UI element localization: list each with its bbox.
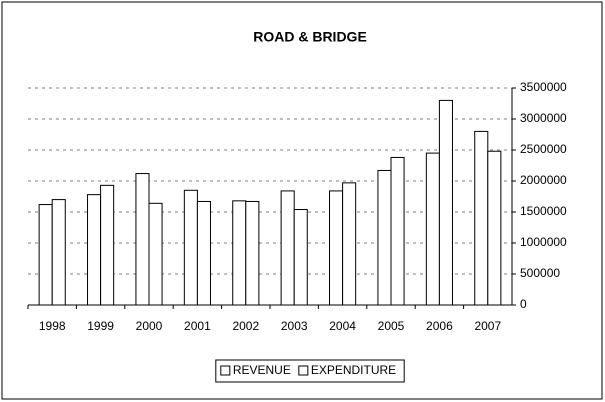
bar [342,182,357,306]
bar [100,184,115,306]
bar [51,199,66,306]
bar [183,189,198,306]
legend-swatch [298,365,309,376]
bar [293,209,308,306]
y-tick-label: 2000000 [520,173,567,187]
x-tick-label: 2005 [378,319,405,333]
bar [245,200,260,306]
legend-label: REVENUE [233,363,291,377]
bar [232,200,247,306]
y-tick-label: 3000000 [520,111,567,125]
bar [38,204,53,306]
bar [377,169,392,306]
bar [148,202,163,306]
bar [196,200,211,306]
bar [425,152,440,306]
x-tick-label: 2002 [232,319,259,333]
x-tick-label: 1999 [87,319,114,333]
x-tick-label: 2006 [426,319,453,333]
x-tick-label: 2001 [184,319,211,333]
legend-swatch [220,365,231,376]
legend-label: EXPENDITURE [311,363,396,377]
bar [329,190,344,306]
y-tick-label: 3500000 [520,80,567,94]
y-tick-label: 0 [520,297,527,311]
chart-title: ROAD & BRIDGE [253,29,367,45]
bar [87,194,102,306]
bar [487,150,502,306]
y-tick-label: 2500000 [520,142,567,156]
legend-box [215,359,405,383]
x-tick-label: 2004 [329,319,356,333]
bar [474,130,489,306]
bar [135,173,150,306]
bar [280,190,295,306]
y-tick-label: 1500000 [520,204,567,218]
bar [390,156,405,306]
bar [438,99,453,306]
x-tick-label: 2003 [281,319,308,333]
x-tick-label: 2000 [136,319,163,333]
y-tick-label: 1000000 [520,235,567,249]
x-tick-label: 1998 [39,319,66,333]
x-tick-label: 2007 [474,319,501,333]
y-tick-label: 500000 [520,266,560,280]
